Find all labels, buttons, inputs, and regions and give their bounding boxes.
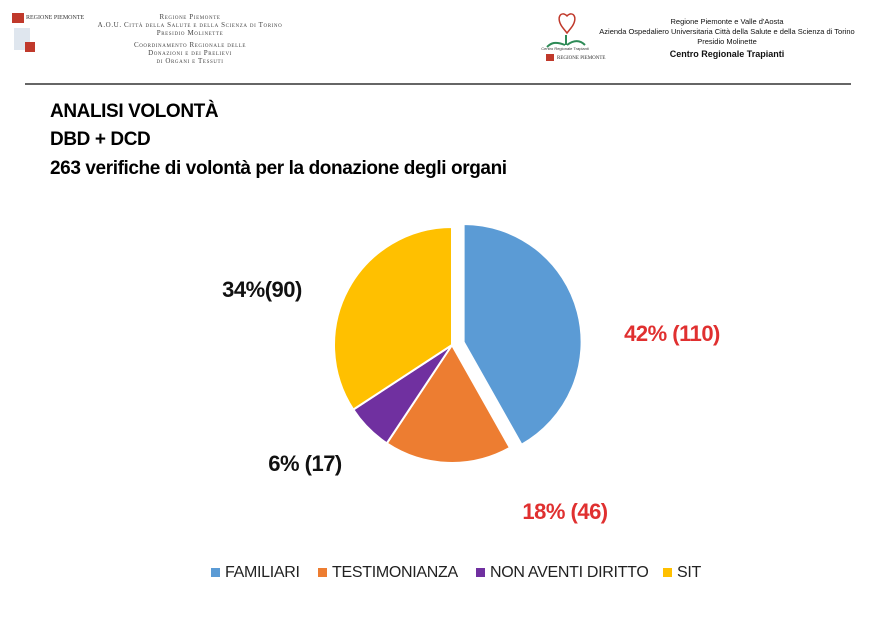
value-label: 18% (46) [522,499,607,524]
chart-subtitle: DBD + DCD [50,129,150,150]
pie-slice [333,225,453,411]
legend-swatch [318,568,327,577]
logo-text: REGIONE PIEMONTE [557,56,605,61]
chart-title: ANALISI VOLONTÀ [50,100,219,122]
legend-label: NON AVENTI DIRITTO [490,564,648,581]
header-line: Presidio Molinette [157,29,224,37]
legend-label: TESTIMONIANZA [332,564,459,581]
header-line: A.O.U. Città della Salute e della Scienz… [98,21,283,29]
logo-leaves [546,35,586,48]
header-line: Presidio Molinette [697,37,757,46]
legend-swatch [211,568,220,577]
logo-text: REGIONE PIEMONTE [26,15,84,21]
logo-mark [12,13,24,23]
header-line: Regione Piemonte e Valle d'Aosta [670,17,784,26]
legend-swatch [663,568,672,577]
header-line: Centro Regionale Trapianti [670,49,785,59]
value-label: 6% (17) [268,451,342,476]
header-line: Coordinamento Regionale delle [134,41,246,49]
logo-mark [25,42,35,52]
legend-label: FAMILIARI [225,564,300,581]
legend-label: SIT [677,564,702,581]
pie-slice [385,343,512,464]
legend-swatch [476,568,485,577]
header-line: Regione Piemonte [159,13,220,21]
pie-slice [462,222,583,447]
logo-heart [558,13,576,35]
value-label: 34%(90) [222,277,302,302]
logo-caption: Centro Regionale Trapianti [541,46,589,51]
value-label: 42% (110) [624,321,720,346]
header-line: di Organi e Tessuti [157,57,224,65]
logo-mark [546,54,554,61]
header-line: Donazioni e dei Prelievi [148,49,232,57]
header-line: Azienda Ospedaliero Universitaria Città … [599,27,854,36]
chart-subtitle: 263 verifiche di volontà per la donazion… [50,158,507,179]
